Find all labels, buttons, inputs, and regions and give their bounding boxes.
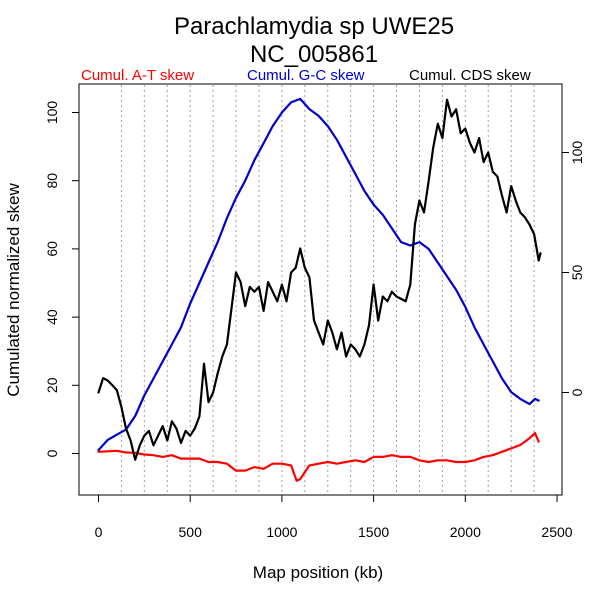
- legend-cumul-cds-skew: Cumul. CDS skew: [409, 67, 531, 84]
- y-left-tick-label-0: 0: [44, 449, 60, 457]
- x-tick-label-5: 2500: [541, 524, 572, 540]
- y-left-tick-label-4: 80: [44, 173, 60, 189]
- y-right-tick-label-1: 50: [569, 265, 585, 281]
- y-left-tick-label-5: 100: [44, 101, 60, 125]
- y-left-tick-label-1: 20: [44, 377, 60, 393]
- vertical-grid: [120, 85, 535, 494]
- chart-subtitle: NC_005861: [250, 41, 378, 68]
- x-tick-label-3: 1500: [358, 524, 389, 540]
- x-tick-label-0: 0: [95, 524, 103, 540]
- y-axis-label: Cumulated normalized skew: [4, 183, 23, 397]
- x-tick-label-1: 500: [179, 524, 203, 540]
- legend-cumul-g-c-skew: Cumul. G-C skew: [247, 67, 365, 84]
- series-line-cumul-g-c-skew: [97, 97, 540, 452]
- y-right-tick-label-2: 100: [569, 141, 585, 165]
- series-lines: [97, 97, 542, 482]
- series-line-cumul-cds-skew: [97, 98, 542, 461]
- y-left-tick-label-2: 40: [44, 309, 60, 325]
- x-axis-label: Map position (kb): [253, 563, 383, 582]
- y-left-tick-label-3: 60: [44, 241, 60, 257]
- x-tick-label-2: 1000: [266, 524, 297, 540]
- x-tick-label-4: 2000: [450, 524, 481, 540]
- y-right-tick-label-0: 0: [569, 388, 585, 396]
- chart-title: Parachlamydia sp UWE25: [174, 13, 454, 40]
- legend: Cumul. A-T skew Cumul. G-C skew Cumul. CDS…: [81, 67, 531, 84]
- legend-cumul-a-t-skew: Cumul. A-T skew: [81, 67, 194, 84]
- series-line-cumul-a-t-skew: [97, 431, 540, 482]
